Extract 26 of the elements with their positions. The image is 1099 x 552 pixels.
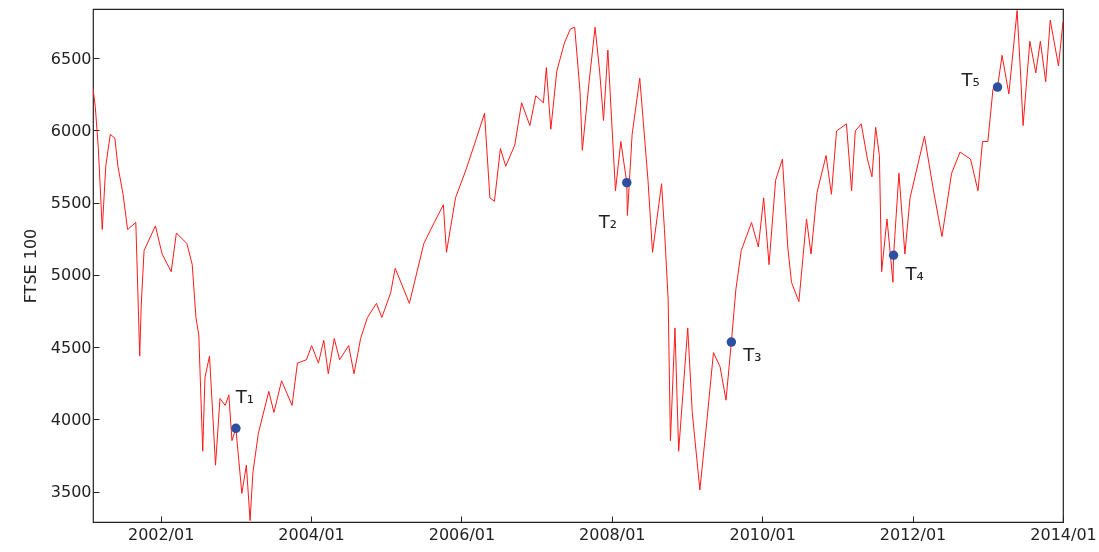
y-tick-label: 4500 [50, 337, 92, 357]
y-tick-label: 6500 [50, 48, 92, 68]
line-series [93, 9, 1063, 522]
y-tick-label: 4000 [50, 409, 92, 429]
point [231, 423, 241, 434]
annotation: T₁ [234, 386, 255, 408]
x-tick-label: 2004/01 [278, 524, 345, 544]
x-tick-label: 2010/01 [729, 524, 796, 544]
annotation: T₅ [960, 69, 980, 91]
y-axis-title: FTSE 100 [20, 228, 40, 304]
x-tick-label: 2002/01 [127, 524, 195, 544]
annotation: T₃ [742, 344, 762, 366]
annotation: T₂ [597, 210, 618, 232]
point [622, 177, 632, 188]
y-tick-label: 5500 [50, 193, 92, 213]
y-tick-label: 5000 [50, 265, 92, 285]
point [992, 82, 1003, 92]
x-tick-label: 2006/01 [428, 524, 496, 544]
annotation: T₄ [904, 263, 924, 285]
y-tick-label: 3500 [50, 482, 92, 502]
y-tick-label: 6000 [50, 120, 92, 140]
x-tick-label: 2008/01 [579, 524, 646, 544]
x-tick-label: 2014/01 [1030, 524, 1097, 544]
x-tick-label: 2012/01 [879, 524, 947, 544]
point [888, 250, 899, 260]
point [726, 337, 737, 347]
